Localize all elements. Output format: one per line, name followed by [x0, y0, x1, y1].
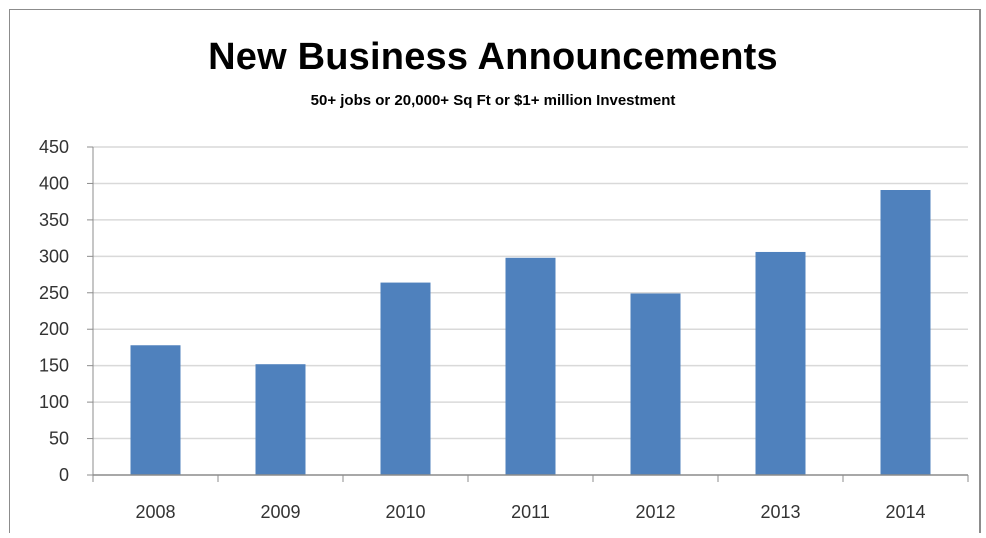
- bar-2010: [380, 282, 431, 475]
- y-tick-label: 150: [39, 356, 69, 376]
- bar-2012: [630, 293, 681, 475]
- y-axis-ticks: 0 50 100 150 200 250 300 350 400 450: [39, 137, 93, 485]
- y-tick-label: 250: [39, 283, 69, 303]
- x-tick-label: 2013: [760, 502, 800, 522]
- y-tick-label: 50: [49, 429, 69, 449]
- x-axis-ticks: 2008 2009 2010 2011 2012 2013 2014: [92, 475, 969, 522]
- x-tick-label: 2008: [135, 502, 175, 522]
- x-tick-label: 2010: [385, 502, 425, 522]
- bar-2008: [130, 345, 181, 475]
- bar-2009: [255, 364, 306, 475]
- bars: [130, 190, 931, 475]
- y-tick-label: 300: [39, 246, 69, 266]
- y-tick-label: 400: [39, 173, 69, 193]
- x-axis: [92, 147, 968, 476]
- y-tick-label: 100: [39, 392, 69, 412]
- y-tick-label: 450: [39, 137, 69, 157]
- bar-2013: [755, 251, 806, 475]
- x-tick-label: 2011: [511, 502, 550, 522]
- y-tick-label: 0: [59, 465, 69, 485]
- bar-2011: [505, 257, 556, 475]
- y-tick-label: 350: [39, 210, 69, 230]
- x-tick-label: 2014: [885, 502, 925, 522]
- bar-2014: [880, 190, 931, 475]
- chart-title: New Business Announcements: [208, 36, 778, 78]
- x-tick-label: 2009: [260, 502, 300, 522]
- y-tick-label: 200: [39, 319, 69, 339]
- chart-subtitle: 50+ jobs or 20,000+ Sq Ft or $1+ million…: [310, 92, 676, 109]
- x-tick-label: 2012: [635, 502, 675, 522]
